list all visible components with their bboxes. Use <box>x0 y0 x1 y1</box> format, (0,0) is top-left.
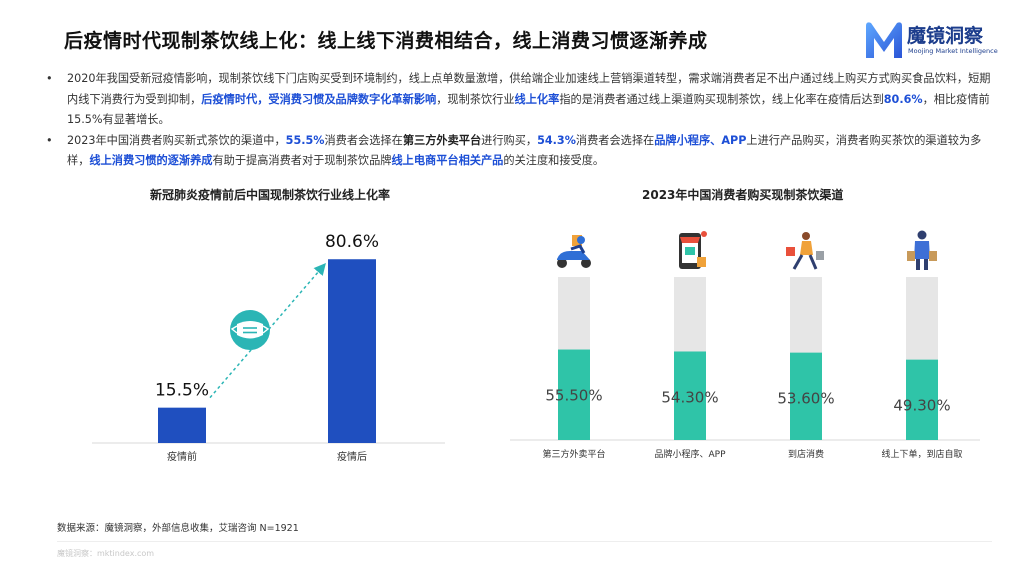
logo-name: 魔镜洞察 <box>907 25 984 47</box>
bar-4 <box>906 359 938 440</box>
bullet-2-segment: 消费者会选择在 <box>575 133 655 147</box>
bar-1 <box>158 407 206 443</box>
bar-2 <box>674 351 706 440</box>
bullet-2-segment: 54.3% <box>537 133 576 147</box>
bullet-1-segment: 指的是消费者通过线上渠道购买现制茶饮，线上化率在疫情后达到 <box>559 92 884 106</box>
chart-2-svg: 55.50% 第三方外卖平台 54.30% 品牌小程序、APP 53.60% 到店消费 49… <box>510 230 980 460</box>
chart-1-svg: 15.5% 疫情前 80.6% 疫情后 <box>92 232 445 463</box>
face-mask-icon <box>230 310 270 350</box>
data-label-2: 80.6% <box>325 232 379 252</box>
bullet-2-segment: 第三方外卖平台 <box>402 133 482 147</box>
bullet-1-segment: 线上化率 <box>514 92 560 106</box>
x-tick-1: 疫情前 <box>167 450 197 463</box>
bar-2 <box>328 259 376 443</box>
bullet-2-segment: 线上消费习惯的逐渐养成 <box>89 154 213 167</box>
bullet-1-segment: 80.6% <box>883 92 923 106</box>
chart-2-title: 2023年中国消费者购买现制茶饮渠道 <box>642 188 844 202</box>
delivery-scooter-icon <box>557 235 591 268</box>
bullet-2-segment: 品牌小程序、APP <box>654 133 747 147</box>
bullet-2-segment: 有助于提高消费者对于现制茶饮品牌 <box>212 154 392 167</box>
pickup-person-icon <box>907 230 937 270</box>
shopping-person-icon <box>786 232 824 270</box>
trend-arrow <box>209 262 326 399</box>
phone-shop-icon <box>679 231 707 269</box>
x-tick-1: 第三方外卖平台 <box>542 448 605 460</box>
data-label-1: 15.5% <box>155 381 209 401</box>
chart-1-title: 新冠肺炎疫情前后中国现制茶饮行业线上化率 <box>150 188 391 202</box>
x-tick-2: 疫情后 <box>337 450 367 463</box>
data-source: 数据来源：魔镜洞察，外部信息收集，艾瑞咨询 N=1921 <box>57 523 299 534</box>
bullet-1-segment: ，相比疫情前15.5%有显著增长。 <box>67 92 990 127</box>
bullet-2-segment: 55.5% <box>285 133 325 147</box>
bullet-2-segment: 线上电商平台相关产品 <box>391 154 504 167</box>
bar-1 <box>558 349 590 440</box>
bullet-1-segment: 后疫情时代，受消费习惯及品牌数字化革新影响 <box>201 92 437 106</box>
logo: 魔镜洞察 Moojing Market Intelligence <box>862 18 1002 64</box>
data-label-3: 53.60% <box>777 390 834 408</box>
data-label-1: 55.50% <box>545 387 602 405</box>
data-label-2: 54.30% <box>661 388 718 406</box>
x-tick-2: 品牌小程序、APP <box>654 448 726 460</box>
x-tick-3: 到店消费 <box>788 448 824 460</box>
bullet-2: 2023年中国消费者购买新式茶饮的渠道中，55.5%消费者会选择在第三方外卖平台… <box>46 131 996 172</box>
data-label-4: 49.30% <box>893 397 950 415</box>
footer-divider <box>57 541 992 542</box>
bullet-2-segment: 进行购买， <box>481 133 538 147</box>
logo-m-icon <box>866 22 902 58</box>
bullet-2-segment: 2023年中国消费者购买新式茶饮的渠道中， <box>67 133 286 147</box>
page-title: 后疫情时代现制茶饮线上化：线上线下消费相结合，线上消费习惯逐渐养成 <box>64 30 708 52</box>
bar-3 <box>790 352 822 440</box>
x-tick-4: 线上下单，到店自取 <box>881 448 962 460</box>
bullet-2-segment: 消费者会选择在 <box>324 133 403 147</box>
summary-bullets: 2020年我国受新冠疫情影响，现制茶饮线下门店购买受到环境制约，线上点单数量激增… <box>46 69 996 172</box>
bullet-1-segment: 2020年我国受新冠疫情影响，现制茶饮线下门店购买受到环境制约，线上点单数量激增… <box>67 72 991 106</box>
bullet-2-segment: 上进行产品购买，消费者购买茶饮的渠道较为多样， <box>67 133 982 168</box>
bullet-1-segment: ，现制茶饮行业 <box>436 92 515 106</box>
bullet-2-segment: 的关注度和接受度。 <box>503 154 605 167</box>
footer-site: 魔镜洞察：mktindex.com <box>57 549 155 558</box>
logo-tagline: Moojing Market Intelligence <box>908 47 998 55</box>
bullet-1: 2020年我国受新冠疫情影响，现制茶饮线下门店购买受到环境制约，线上点单数量激增… <box>46 69 996 131</box>
